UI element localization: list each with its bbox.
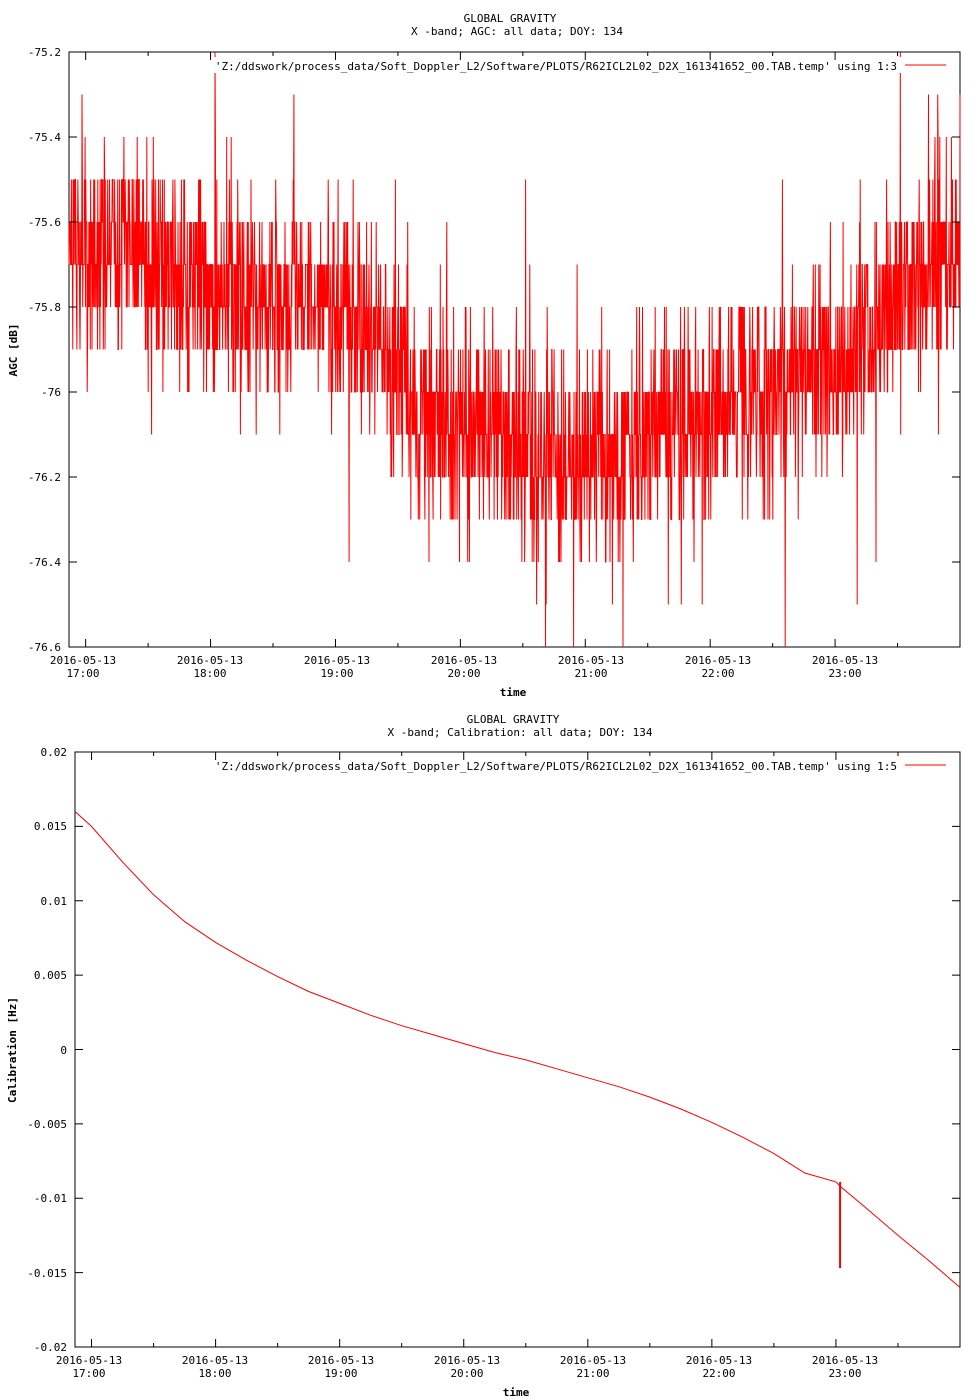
agc-y-tick-label: -76.2 [28, 471, 61, 484]
cal-y-tick-label: -0.015 [27, 1267, 67, 1280]
cal-chart-subtitle: X -band; Calibration: all data; DOY: 134 [388, 726, 653, 739]
cal-data-layer [74, 811, 961, 1288]
cal-x-tick-time: 22:00 [702, 1367, 735, 1380]
agc-y-tick-label: -76 [41, 386, 61, 399]
agc-x-tick-date: 2016-05-13 [431, 654, 497, 667]
agc-x-tick-time: 21:00 [574, 667, 607, 680]
agc-series-line [68, 51, 961, 648]
agc-plot-frame [68, 51, 961, 648]
cal-x-tick-date: 2016-05-13 [686, 1354, 752, 1367]
cal-y-tick-label: 0.01 [41, 895, 68, 908]
cal-x-ticks: 2016-05-13 17:00 2016-05-13 18:00 2016-0… [56, 1354, 878, 1380]
cal-legend: 'Z:/ddswork/process_data/Soft_Doppler_L2… [170, 758, 955, 774]
agc-tick-marks [69, 51, 960, 648]
cal-y-tick-label: -0.01 [34, 1192, 67, 1205]
agc-x-tick-time: 23:00 [828, 667, 861, 680]
cal-x-tick-date: 2016-05-13 [182, 1354, 248, 1367]
cal-x-tick-date: 2016-05-13 [56, 1354, 122, 1367]
agc-chart: GLOBAL GRAVITY X -band; AGC: all data; D… [7, 12, 961, 699]
cal-x-axis-label: time [503, 1386, 530, 1399]
cal-x-tick-date: 2016-05-13 [308, 1354, 374, 1367]
cal-chart-title: GLOBAL GRAVITY [467, 713, 560, 726]
agc-x-axis-label: time [500, 686, 527, 699]
agc-x-tick-date: 2016-05-13 [812, 654, 878, 667]
cal-y-tick-label: 0 [60, 1044, 67, 1057]
cal-y-tick-label: 0.015 [34, 820, 67, 833]
agc-x-tick-time: 22:00 [701, 667, 734, 680]
agc-y-tick-label: -75.4 [28, 131, 61, 144]
agc-x-tick-time: 19:00 [320, 667, 353, 680]
agc-y-tick-label: -75.6 [28, 216, 61, 229]
agc-x-tick-date: 2016-05-13 [304, 654, 370, 667]
agc-y-ticks: -75.2 -75.4 -75.6 -75.8 -76 -76.2 -76.4 … [28, 46, 61, 654]
agc-x-ticks: 2016-05-13 17:00 2016-05-13 18:00 2016-0… [50, 654, 878, 680]
cal-x-tick-time: 20:00 [450, 1367, 483, 1380]
agc-chart-subtitle: X -band; AGC: all data; DOY: 134 [411, 25, 623, 38]
agc-data-layer [68, 51, 961, 648]
agc-x-tick-date: 2016-05-13 [685, 654, 751, 667]
agc-x-tick-time: 17:00 [66, 667, 99, 680]
cal-y-tick-label: 0.005 [34, 969, 67, 982]
cal-x-tick-time: 17:00 [72, 1367, 105, 1380]
agc-x-tick-time: 18:00 [193, 667, 226, 680]
cal-series-line [74, 811, 961, 1288]
agc-x-tick-time: 20:00 [447, 667, 480, 680]
cal-y-axis-label: Calibration [Hz] [6, 997, 19, 1103]
cal-x-tick-time: 19:00 [324, 1367, 357, 1380]
agc-x-tick-date: 2016-05-13 [558, 654, 624, 667]
cal-plot-frame [74, 751, 961, 1348]
agc-x-tick-date: 2016-05-13 [50, 654, 116, 667]
cal-x-tick-time: 18:00 [198, 1367, 231, 1380]
cal-legend-label: 'Z:/ddswork/process_data/Soft_Doppler_L2… [215, 760, 897, 773]
agc-y-tick-label: -76.4 [28, 556, 61, 569]
agc-legend: 'Z:/ddswork/process_data/Soft_Doppler_L2… [170, 57, 955, 73]
agc-y-tick-label: -75.2 [28, 46, 61, 59]
cal-x-tick-time: 23:00 [828, 1367, 861, 1380]
cal-x-tick-date: 2016-05-13 [434, 1354, 500, 1367]
cal-x-tick-time: 21:00 [576, 1367, 609, 1380]
agc-y-tick-label: -75.8 [28, 301, 61, 314]
cal-y-ticks: 0.02 0.015 0.01 0.005 0 -0.005 -0.01 -0.… [27, 746, 67, 1354]
cal-y-tick-label: 0.02 [41, 746, 68, 759]
cal-x-tick-date: 2016-05-13 [812, 1354, 878, 1367]
agc-y-tick-label: -76.6 [28, 641, 61, 654]
cal-tick-marks [75, 751, 960, 1348]
agc-x-tick-date: 2016-05-13 [177, 654, 243, 667]
agc-chart-title: GLOBAL GRAVITY [464, 12, 557, 25]
agc-y-axis-label: AGC [dB] [7, 324, 20, 377]
cal-y-tick-label: -0.02 [34, 1341, 67, 1354]
cal-x-tick-date: 2016-05-13 [560, 1354, 626, 1367]
cal-y-tick-label: -0.005 [27, 1118, 67, 1131]
calibration-chart: GLOBAL GRAVITY X -band; Calibration: all… [6, 713, 961, 1399]
agc-legend-label: 'Z:/ddswork/process_data/Soft_Doppler_L2… [215, 60, 897, 73]
